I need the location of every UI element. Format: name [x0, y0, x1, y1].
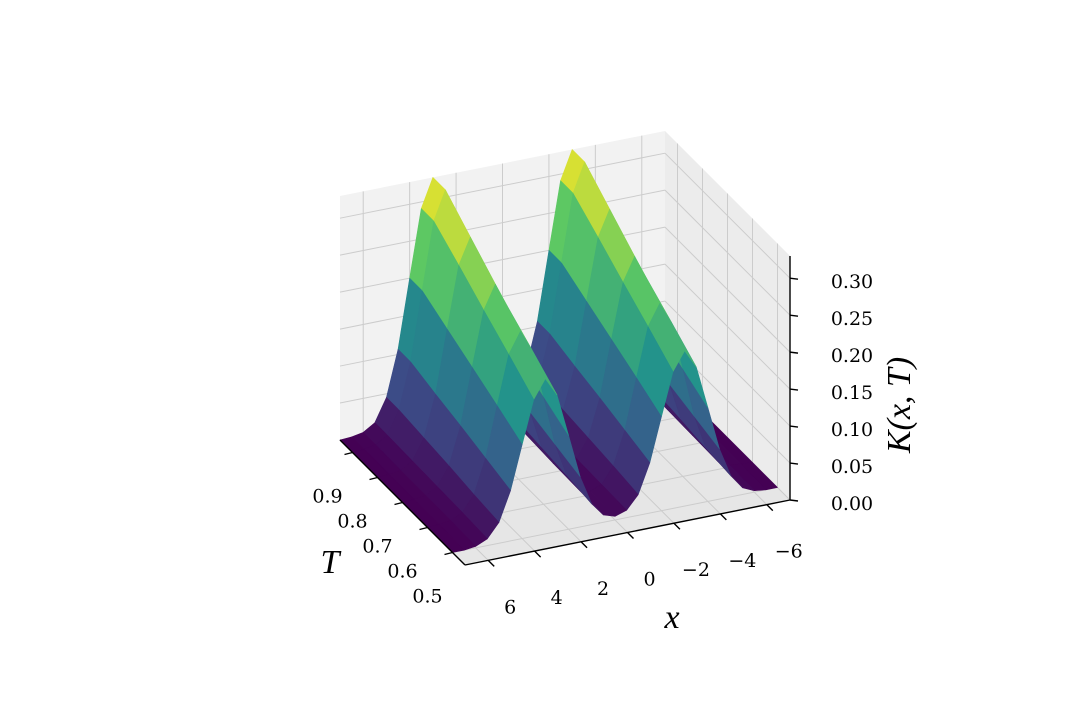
- z-tick-label: 0.05: [831, 456, 873, 478]
- y-tick: [444, 551, 453, 556]
- x-tick: [719, 513, 727, 521]
- z-tick: [789, 351, 799, 354]
- z-tick-label: 0.10: [831, 419, 873, 441]
- x-tick-label: −2: [682, 559, 710, 581]
- x-tick-label: −6: [775, 541, 803, 563]
- z-tick: [789, 462, 799, 465]
- z-tick: [789, 499, 799, 502]
- surface: [339, 149, 778, 553]
- y-tick-label: 0.5: [412, 586, 442, 608]
- x-tick-label: 6: [504, 596, 516, 618]
- y-tick: [369, 476, 378, 481]
- x-tick: [766, 504, 774, 512]
- grid-line: [339, 152, 666, 219]
- x-tick-label: 0: [643, 569, 655, 591]
- z-tick-label: 0.25: [831, 308, 873, 330]
- z-tick-label: 0.30: [831, 271, 873, 293]
- y-axis-title: T: [321, 544, 342, 581]
- y-tick-label: 0.6: [387, 561, 417, 583]
- y-tick-label: 0.8: [337, 511, 367, 533]
- x-tick: [673, 522, 681, 530]
- y-tick: [344, 451, 353, 456]
- y-tick: [394, 501, 403, 506]
- y-tick-label: 0.7: [362, 536, 392, 558]
- x-tick-label: 2: [597, 578, 609, 600]
- z-axis-title: K(x, T): [881, 357, 918, 454]
- grid-line: [664, 189, 791, 316]
- x-axis-title: x: [663, 599, 679, 636]
- y-tick: [419, 526, 428, 531]
- x-tick-label: −4: [728, 550, 756, 572]
- y-tick-label: 0.9: [312, 486, 342, 508]
- grid-line: [339, 189, 666, 256]
- z-tick: [789, 425, 799, 428]
- grid-line: [664, 226, 791, 353]
- z-tick: [789, 277, 799, 280]
- z-tick: [789, 314, 799, 317]
- z-tick-label: 0.15: [831, 382, 873, 404]
- grid-line: [664, 152, 791, 279]
- z-tick-label: 0.20: [831, 345, 873, 367]
- grid-line: [452, 487, 778, 553]
- x-tick: [580, 541, 588, 549]
- x-tick-label: 4: [551, 587, 563, 609]
- grid-line: [664, 263, 791, 390]
- x-tick: [627, 532, 634, 539]
- x-tick: [487, 559, 495, 567]
- z-tick-label: 0.00: [831, 493, 873, 515]
- x-tick: [534, 550, 542, 558]
- z-tick: [789, 388, 799, 391]
- grid-line: [664, 300, 791, 427]
- axes: 6 4 2 0 −2 −4 −6 0.5 0.6 0.7 0.8 0.9 0.00 0.05 0.10 0.1…: [312, 256, 873, 618]
